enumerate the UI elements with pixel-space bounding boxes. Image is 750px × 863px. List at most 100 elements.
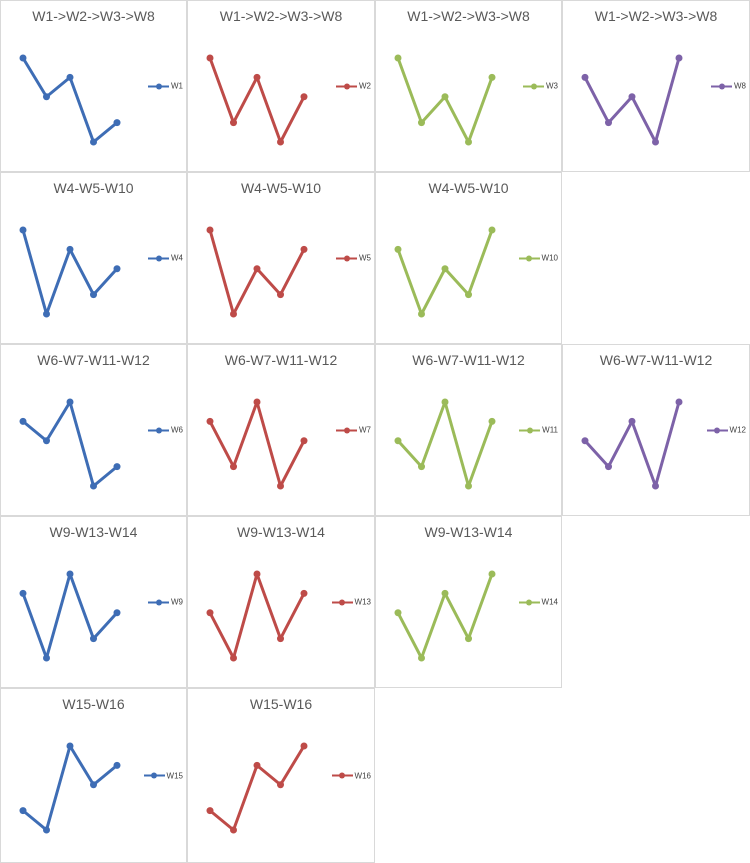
chart-cell[interactable]: W15-W16 W15: [0, 688, 187, 863]
legend-dot-icon: [343, 255, 350, 261]
legend: W6: [148, 426, 183, 435]
line-chart: [206, 398, 308, 490]
legend-series-label: W13: [354, 597, 371, 607]
legend-series-label: W8: [734, 81, 746, 91]
legend-line-marker-icon: [518, 255, 540, 261]
chart-title: W1->W2->W3->W8: [32, 8, 155, 24]
chart-title: W4-W5-W10: [53, 180, 134, 196]
legend-series-label: W16: [354, 771, 371, 780]
chart-title: W6-W7-W11-W12: [412, 352, 525, 368]
chart-cell[interactable]: W15-W16 W16: [187, 688, 375, 863]
legend-series-label: W9: [171, 597, 183, 607]
chart-cell[interactable]: W4-W5-W10 W4: [0, 172, 187, 344]
legend: W12: [706, 425, 746, 435]
chart-cell[interactable]: W6-W7-W11-W12 W12: [562, 344, 750, 516]
line-chart: [19, 570, 121, 662]
legend: W3: [523, 82, 558, 91]
chart-title: W6-W7-W11-W12: [224, 352, 338, 368]
chart-cell[interactable]: W1->W2->W3->W8 W1: [0, 0, 187, 172]
legend-dot-icon: [155, 255, 162, 261]
legend-line-marker-icon: [143, 772, 165, 779]
legend: W4: [148, 254, 183, 263]
line-chart: [19, 398, 121, 490]
legend: W5: [336, 254, 371, 263]
legend: W2: [336, 82, 371, 91]
legend-dot-icon: [339, 772, 346, 779]
legend-dot-icon: [343, 83, 350, 89]
line-chart: [394, 226, 496, 318]
line-chart: [394, 398, 496, 490]
chart-cell[interactable]: W9-W13-W14 W13: [187, 516, 375, 688]
legend-line-marker-icon: [523, 83, 544, 89]
legend-series-label: W6: [171, 425, 183, 435]
chart-cell[interactable]: W4-W5-W10 W10: [375, 172, 562, 344]
line-chart: [581, 54, 683, 146]
legend-line-marker-icon: [148, 599, 169, 605]
legend: W9: [148, 598, 183, 607]
line-chart: [206, 54, 308, 146]
chart-title: W9-W13-W14: [237, 524, 325, 540]
legend-line-marker-icon: [336, 83, 357, 89]
line-chart: [394, 54, 496, 146]
legend-dot-icon: [155, 427, 162, 433]
legend-series-label: W4: [171, 253, 183, 263]
chart-cell[interactable]: W6-W7-W11-W12 W11: [375, 344, 562, 516]
chart-title: W4-W5-W10: [240, 180, 322, 196]
line-chart: [19, 742, 121, 834]
legend-dot-icon: [526, 599, 533, 605]
legend-line-marker-icon: [336, 255, 357, 261]
legend-dot-icon: [339, 599, 346, 605]
legend-series-label: W3: [546, 81, 558, 91]
chart-title: W1->W2->W3->W8: [407, 8, 530, 24]
legend-dot-icon: [526, 255, 533, 261]
chart-cell[interactable]: W1->W2->W3->W8 W2: [187, 0, 375, 172]
legend-series-label: W5: [359, 253, 371, 263]
legend-series-label: W15: [166, 771, 183, 780]
legend-dot-icon: [714, 427, 721, 433]
legend: W10: [518, 253, 558, 263]
legend: W14: [518, 597, 558, 607]
legend-dot-icon: [526, 427, 533, 433]
chart-title: W15-W16: [249, 696, 313, 712]
legend-line-marker-icon: [148, 83, 169, 89]
legend-line-marker-icon: [711, 83, 732, 89]
legend-dot-icon: [155, 599, 162, 605]
chart-title: W1->W2->W3->W8: [219, 8, 343, 24]
line-chart: [581, 398, 683, 490]
chart-title: W6-W7-W11-W12: [599, 352, 713, 368]
legend: W11: [519, 426, 558, 435]
line-chart: [394, 570, 496, 662]
line-chart: [206, 226, 308, 318]
chart-cell[interactable]: W1->W2->W3->W8 W3: [375, 0, 562, 172]
legend-line-marker-icon: [148, 255, 169, 261]
line-chart: [206, 742, 308, 834]
chart-title: W9-W13-W14: [49, 524, 138, 540]
legend-dot-icon: [530, 83, 537, 89]
legend-line-marker-icon: [518, 599, 540, 605]
legend: W13: [331, 597, 371, 607]
legend: W16: [331, 771, 371, 780]
chart-title: W1->W2->W3->W8: [594, 8, 718, 24]
chart-cell[interactable]: W9-W13-W14 W9: [0, 516, 187, 688]
chart-cell[interactable]: W6-W7-W11-W12 W6: [0, 344, 187, 516]
legend: W8: [711, 82, 746, 91]
chart-title: W4-W5-W10: [428, 180, 509, 196]
chart-cell[interactable]: W4-W5-W10 W5: [187, 172, 375, 344]
chart-title: W6-W7-W11-W12: [37, 352, 150, 368]
line-chart: [19, 226, 121, 318]
legend-series-label: W2: [359, 81, 371, 91]
legend-series-label: W10: [541, 253, 558, 263]
line-chart: [19, 54, 121, 146]
legend-series-label: W7: [359, 425, 371, 435]
legend-series-label: W14: [541, 597, 558, 607]
chart-cell[interactable]: W9-W13-W14 W14: [375, 516, 562, 688]
legend-series-label: W11: [542, 425, 558, 435]
chart-cell[interactable]: W6-W7-W11-W12 W7: [187, 344, 375, 516]
chart-cell[interactable]: W1->W2->W3->W8 W8: [562, 0, 750, 172]
legend-line-marker-icon: [706, 427, 728, 433]
legend-series-label: W12: [729, 425, 746, 435]
legend-line-marker-icon: [331, 772, 353, 779]
line-chart: [206, 570, 308, 662]
legend-line-marker-icon: [519, 427, 541, 433]
